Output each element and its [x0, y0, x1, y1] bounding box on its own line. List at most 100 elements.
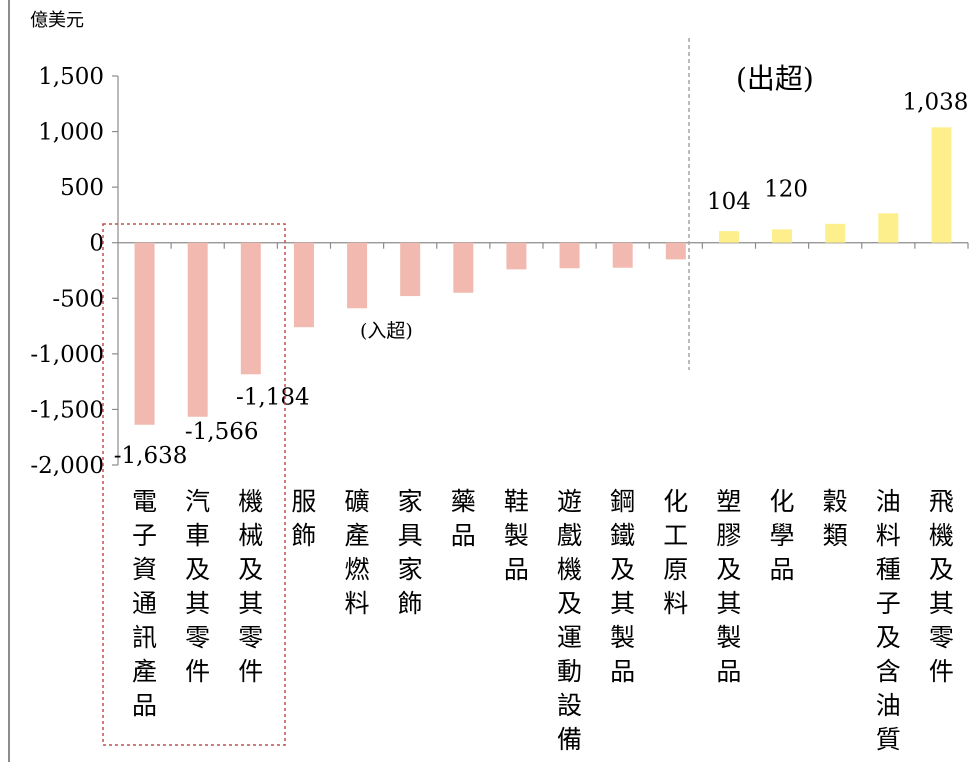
category-label-15: 油: [876, 487, 901, 516]
category-label-9: 機: [557, 555, 582, 584]
category-label-10: 品: [610, 657, 635, 686]
y-axis: 1,500 1,000 500 0 -500 -1,000 -1,500 -2,000: [30, 64, 969, 479]
category-label-6: 家: [398, 555, 423, 584]
y-tick-label: -1,500: [30, 397, 104, 423]
bars-group: [134, 127, 952, 425]
bar-6: [400, 242, 421, 297]
bar-15: [878, 213, 899, 243]
category-label-16: 其: [929, 589, 954, 618]
bar-2: [187, 242, 208, 417]
category-label-9: 戲: [557, 521, 582, 550]
category-label-15: 含: [876, 657, 901, 686]
bar-13: [772, 229, 793, 243]
category-label-16: 機: [929, 521, 954, 550]
category-label-8: 鞋: [504, 487, 529, 516]
surplus-annotation: (出超): [736, 62, 814, 95]
category-label-15: 質: [876, 725, 901, 754]
category-label-3: 機: [238, 487, 263, 516]
category-label-2: 及: [185, 555, 210, 584]
category-label-1: 通: [132, 589, 157, 618]
y-tick-label: 500: [60, 175, 104, 201]
category-label-2: 零: [185, 623, 210, 652]
category-label-9: 遊: [557, 487, 582, 516]
category-label-15: 料: [876, 521, 901, 550]
category-label-11: 原: [663, 555, 688, 584]
category-label-9: 運: [557, 623, 582, 652]
category-label-9: 動: [557, 657, 582, 686]
category-label-12: 膠: [716, 521, 741, 550]
category-label-2: 其: [185, 589, 210, 618]
category-label-15: 種: [876, 555, 901, 584]
bar-12: [718, 231, 739, 243]
bar-14: [825, 223, 846, 243]
y-tick-label: -2,000: [30, 453, 104, 479]
y-tick-label: 0: [89, 231, 104, 257]
category-label-1: 子: [132, 521, 157, 550]
category-label-16: 零: [929, 623, 954, 652]
category-label-7: 藥: [451, 487, 476, 516]
category-label-3: 零: [238, 623, 263, 652]
data-label-12: 104: [707, 189, 751, 215]
y-tick-label: 1,500: [38, 64, 104, 90]
left-edge-rule: [8, 0, 10, 762]
category-label-16: 飛: [929, 487, 954, 516]
category-label-12: 其: [716, 589, 741, 618]
category-label-9: 備: [557, 725, 582, 754]
category-label-3: 件: [238, 657, 263, 686]
category-label-11: 工: [663, 521, 688, 550]
category-label-10: 及: [610, 555, 635, 584]
category-label-8: 品: [504, 555, 529, 584]
category-label-5: 燃: [345, 555, 370, 584]
data-label-2: -1,566: [185, 419, 259, 445]
category-label-13: 化: [770, 487, 795, 516]
data-label-1: -1,638: [114, 443, 188, 469]
category-label-13: 品: [770, 555, 795, 584]
category-label-1: 品: [132, 691, 157, 720]
category-label-2: 車: [185, 521, 210, 550]
category-label-15: 子: [876, 589, 901, 618]
category-label-10: 製: [610, 623, 635, 652]
category-label-12: 及: [716, 555, 741, 584]
category-label-6: 家: [398, 487, 423, 516]
category-label-5: 礦: [345, 487, 370, 516]
category-label-6: 具: [398, 521, 423, 550]
category-label-10: 鋼: [610, 487, 635, 516]
data-label-3: -1,184: [236, 384, 310, 410]
category-label-1: 電: [132, 487, 157, 516]
category-label-9: 設: [557, 691, 582, 720]
category-label-1: 產: [132, 657, 157, 686]
category-label-14: 類: [823, 521, 848, 550]
category-label-6: 飾: [398, 589, 423, 618]
category-label-1: 資: [132, 555, 157, 584]
category-label-16: 及: [929, 555, 954, 584]
category-label-16: 件: [929, 657, 954, 686]
bar-1: [134, 242, 155, 425]
category-label-13: 學: [770, 521, 795, 550]
y-tick-label: -500: [52, 286, 104, 312]
category-label-5: 料: [345, 589, 370, 618]
data-label-13: 120: [764, 176, 808, 202]
category-label-12: 塑: [716, 487, 741, 516]
y-tick-label: -1,000: [30, 342, 104, 368]
category-label-15: 油: [876, 691, 901, 720]
category-label-10: 鐵: [610, 521, 635, 550]
bar-9: [559, 242, 580, 269]
category-label-11: 化: [663, 487, 688, 516]
bar-11: [665, 242, 686, 260]
category-label-4: 服: [291, 487, 316, 516]
category-label-9: 及: [557, 589, 582, 618]
y-tick-label: 1,000: [38, 120, 104, 146]
category-label-8: 製: [504, 521, 529, 550]
bar-5: [347, 242, 368, 309]
top-deficit-highlight-box: [102, 223, 286, 746]
category-label-3: 及: [238, 555, 263, 584]
category-label-7: 品: [451, 521, 476, 550]
category-label-15: 及: [876, 623, 901, 652]
category-label-1: 訊: [132, 623, 157, 652]
bar-3: [240, 242, 261, 375]
data-labels-group: -1,638-1,566 -1,184 104 120 1,038: [114, 89, 969, 468]
category-label-5: 產: [345, 521, 370, 550]
category-label-3: 其: [238, 589, 263, 618]
category-label-2: 汽: [185, 487, 210, 516]
